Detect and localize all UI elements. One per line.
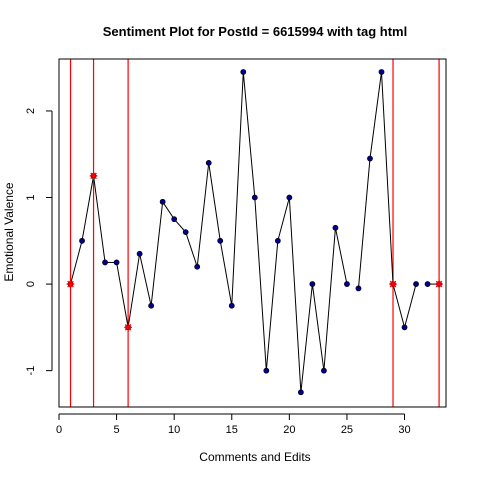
x-tick-label: 10 xyxy=(168,424,180,436)
x-tick-label: 30 xyxy=(398,424,410,436)
data-point xyxy=(217,237,224,244)
highlight-marker xyxy=(89,172,98,180)
line-segment xyxy=(265,240,279,371)
line-segment xyxy=(81,175,95,241)
plot-frame xyxy=(58,58,447,408)
marker-stroke xyxy=(435,280,443,288)
data-point xyxy=(263,367,270,374)
data-point xyxy=(297,389,304,396)
data-point xyxy=(136,250,143,257)
x-tick-label: 25 xyxy=(341,424,353,436)
data-point xyxy=(367,155,373,162)
y-tick-label: 2 xyxy=(25,108,37,114)
line-segment xyxy=(150,201,164,306)
line-segment xyxy=(70,240,83,285)
line-segment xyxy=(127,253,141,328)
data-point xyxy=(113,259,120,266)
line-segment xyxy=(404,283,417,328)
line-segment xyxy=(196,162,210,267)
data-points xyxy=(67,69,442,396)
line-segment xyxy=(277,197,290,241)
highlight-marker xyxy=(66,280,75,288)
line-segment xyxy=(288,197,302,393)
data-point xyxy=(194,263,201,270)
line-segment xyxy=(369,71,382,159)
line-segment xyxy=(93,175,106,263)
series-line xyxy=(70,71,440,393)
y-tick-label: -1 xyxy=(25,366,37,376)
data-point xyxy=(344,281,350,287)
line-segment xyxy=(254,197,267,371)
line-segment xyxy=(323,227,336,371)
data-point xyxy=(378,69,385,75)
line-segment xyxy=(392,283,406,328)
y-axis-label: Emotional Valence xyxy=(2,182,16,281)
highlight-marker xyxy=(124,323,132,332)
line-segment xyxy=(139,253,152,306)
marker-stroke xyxy=(67,280,74,288)
marker-stroke xyxy=(124,324,132,331)
data-point xyxy=(205,159,212,166)
line-segment xyxy=(300,284,313,393)
x-axis-label: Comments and Edits xyxy=(199,450,310,464)
data-point xyxy=(401,324,408,331)
data-point xyxy=(228,302,235,309)
x-tick-label: 15 xyxy=(226,424,238,436)
line-segment xyxy=(116,262,129,328)
data-point xyxy=(148,302,155,309)
data-point xyxy=(182,229,189,236)
highlight-marker xyxy=(389,280,397,288)
x-tick-label: 0 xyxy=(56,424,62,436)
data-point xyxy=(321,367,327,374)
line-segment xyxy=(219,240,233,306)
data-point xyxy=(286,194,293,201)
x-tick-label: 5 xyxy=(114,424,120,436)
x-tick-label: 20 xyxy=(283,424,295,436)
line-segment xyxy=(381,71,394,285)
data-point xyxy=(102,259,108,266)
data-point xyxy=(159,198,166,205)
data-point xyxy=(79,237,85,244)
data-point xyxy=(240,69,247,75)
line-segment xyxy=(242,71,256,198)
line-segment xyxy=(357,158,371,289)
data-point xyxy=(355,285,362,292)
line-segment xyxy=(334,227,348,285)
data-point xyxy=(309,281,316,287)
line-segment xyxy=(185,231,198,267)
marker-stroke xyxy=(90,172,97,180)
axes: 0 5 10 15 20 25 30 -1 0 1 2 xyxy=(25,108,411,436)
line-segment xyxy=(208,162,221,241)
y-tick-label: 1 xyxy=(25,194,37,200)
line-segment xyxy=(231,71,244,306)
vertical-lines xyxy=(69,59,440,407)
marker-stroke xyxy=(389,280,397,288)
data-point xyxy=(332,224,339,231)
data-point xyxy=(413,281,419,287)
data-point xyxy=(274,237,281,244)
highlight-marker xyxy=(435,280,443,288)
line-segment xyxy=(162,201,175,220)
chart-title: Sentiment Plot for PostId = 6615994 with… xyxy=(103,24,407,39)
highlight-markers xyxy=(66,172,443,332)
line-segment xyxy=(311,284,325,371)
data-point xyxy=(171,216,178,223)
data-point xyxy=(424,281,431,287)
y-tick-label: 0 xyxy=(25,281,37,287)
data-point xyxy=(251,194,258,201)
